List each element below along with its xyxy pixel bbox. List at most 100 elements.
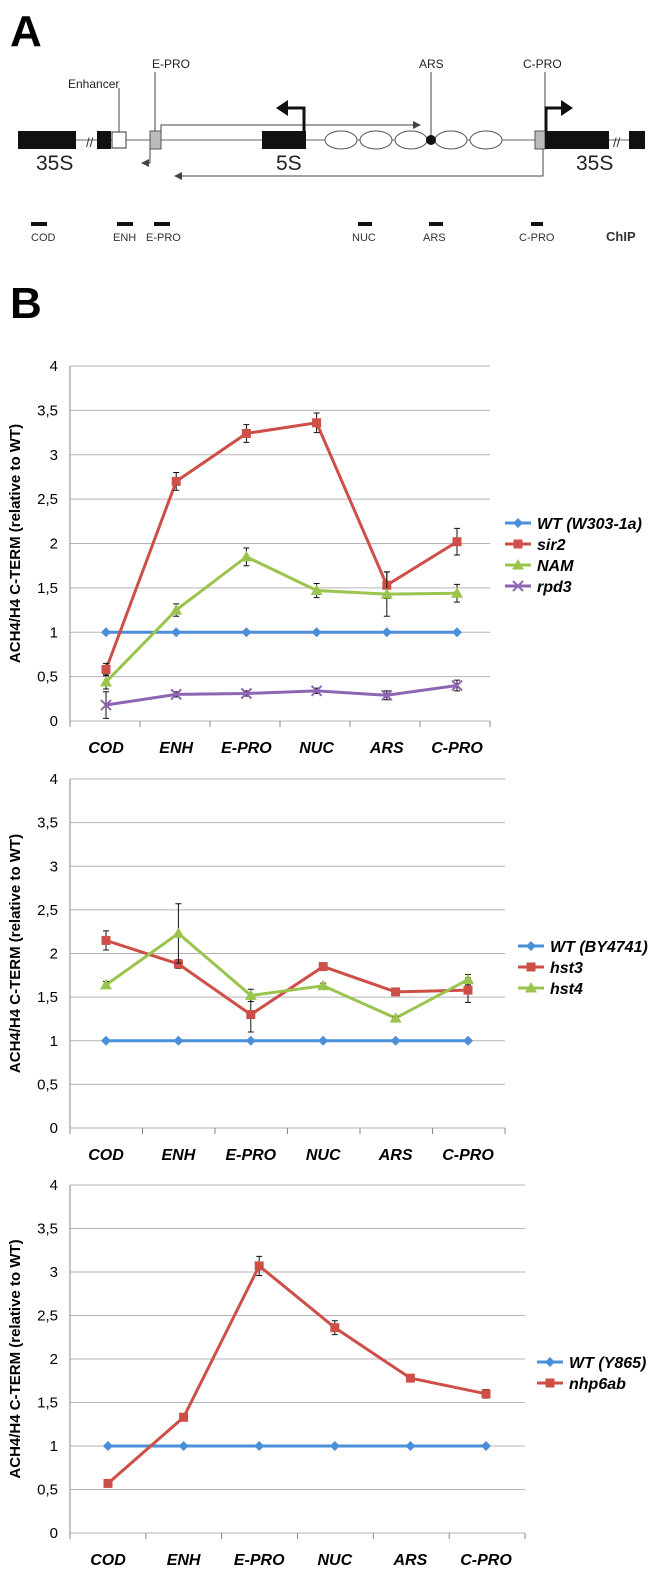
x-tick-label: ENH	[159, 740, 193, 757]
chip-bar-ars	[429, 222, 443, 226]
series-1	[101, 627, 462, 638]
data-point	[481, 1441, 491, 1451]
y-tick-label: 0	[50, 713, 58, 730]
legend-label: NAM	[537, 558, 574, 575]
series-3	[100, 547, 463, 690]
chart-3: 0 0,5 1 1,5 2 2,5 3 3,5 4 COD ENH E-PRO NUC ARS C-PRO A…	[7, 1177, 646, 1569]
data-point	[405, 1373, 415, 1383]
break-mark-left: //	[86, 135, 94, 150]
x-tick-label: C-PRO	[442, 1147, 494, 1164]
chip-regions: COD ENH E-PRO NUC ARS C-PRO ChIP	[31, 222, 636, 244]
data-point	[318, 1035, 329, 1046]
legend-marker	[512, 580, 524, 592]
y-tick-label: 1,5	[37, 580, 58, 597]
data-point	[240, 687, 253, 700]
data-point	[312, 418, 322, 428]
x-tick-label: NUC	[299, 740, 334, 757]
data-point	[254, 1261, 264, 1271]
data-point	[246, 1010, 256, 1020]
data-point	[452, 537, 462, 547]
line-charts: 0 0,5 1 1,5 2 2,5 3 3,5 4 COD ENH E-PRO NUC ARS C-PRO A…	[7, 358, 648, 1569]
x-tick-label: ARS	[393, 1552, 428, 1569]
c-pro-box	[534, 130, 546, 150]
data-point	[241, 428, 251, 438]
data-point	[405, 1441, 416, 1451]
panel-a-letter: A	[10, 7, 42, 56]
data-point	[101, 665, 111, 675]
y-tick-label: 4	[50, 1177, 58, 1194]
chip-label-c-pro: C-PRO	[519, 232, 555, 244]
ars-dot	[426, 135, 436, 145]
data-point	[389, 1012, 402, 1023]
legend-marker	[545, 1378, 555, 1388]
data-point	[329, 1441, 340, 1451]
data-point	[101, 627, 111, 638]
y-axis-label: ACH4/H4 C-TERM (relative to WT)	[7, 1239, 24, 1478]
e-pro-reverse-transcript	[141, 147, 151, 167]
y-tick-label: 0	[50, 1525, 58, 1542]
x-tick-label: E-PRO	[221, 740, 272, 757]
ars-label: ARS	[419, 57, 444, 71]
data-point	[240, 550, 253, 562]
gene-5s-block	[262, 131, 306, 149]
chart-1: 0 0,5 1 1,5 2 2,5 3 3,5 4 COD ENH E-PRO NUC ARS C-PRO A…	[7, 358, 642, 757]
legend-marker	[513, 539, 523, 549]
data-point	[170, 688, 182, 701]
data-point	[463, 985, 473, 995]
series-2	[103, 1255, 491, 1488]
data-point	[103, 1441, 113, 1451]
gene-35s-right-block	[545, 131, 609, 149]
legend-marker	[526, 962, 536, 972]
data-point	[101, 1035, 111, 1046]
series-4	[100, 679, 463, 719]
x-tick-label: NUC	[306, 1147, 341, 1164]
legend-label: WT (BY4741)	[550, 939, 648, 956]
data-point	[173, 959, 183, 969]
nucleosome-4	[434, 130, 468, 150]
legend-label: WT (Y865)	[569, 1355, 646, 1372]
series-line	[104, 421, 458, 671]
e-pro-box	[149, 130, 162, 150]
chip-label-ars: ARS	[423, 232, 446, 244]
y-tick-label: 2,5	[37, 902, 58, 919]
chip-bar-enh	[117, 222, 133, 226]
series-3	[100, 903, 474, 1023]
x-tick-label: C-PRO	[460, 1552, 512, 1569]
rdna-diagram: // 35S Enhancer E-PRO 5S ARS C-PRO	[18, 57, 645, 180]
y-tick-label: 3	[50, 1264, 58, 1281]
gene-35s-left-block	[18, 131, 76, 149]
y-tick-label: 3,5	[37, 815, 58, 832]
x-tick-label: ENH	[167, 1552, 201, 1569]
data-point	[171, 627, 182, 638]
data-point	[254, 1441, 265, 1451]
y-tick-label: 2	[50, 536, 58, 553]
x-tick-label: ENH	[162, 1147, 196, 1164]
chip-title: ChIP	[606, 229, 636, 244]
gene-35s-left-end	[97, 131, 111, 149]
y-tick-label: 1	[50, 1438, 58, 1455]
c-pro-label: C-PRO	[523, 57, 562, 71]
gene-35s-right-end	[629, 131, 645, 149]
legend-label: rpd3	[537, 579, 572, 596]
y-axis-label: ACH4/H4 C-TERM (relative to WT)	[7, 834, 24, 1073]
data-point	[173, 1035, 184, 1046]
x-tick-label: COD	[90, 1552, 126, 1569]
data-point	[179, 1412, 189, 1422]
data-point	[241, 627, 252, 638]
legend-label: sir2	[537, 537, 566, 554]
chip-bar-nuc	[358, 222, 372, 226]
legend-marker	[525, 982, 537, 993]
c-pro-transcript	[174, 149, 544, 180]
nucleosome-2	[359, 130, 393, 150]
gene-35s-arrowhead	[561, 100, 573, 116]
series-line	[104, 555, 458, 683]
enhancer-label: Enhancer	[68, 77, 119, 91]
data-point	[391, 987, 401, 997]
data-point	[100, 675, 112, 687]
y-tick-label: 0,5	[37, 1482, 58, 1499]
gene-5s-promoter-arrow	[286, 106, 306, 131]
gene-5s-arrowhead	[276, 100, 288, 116]
chip-bar-c-pro	[531, 222, 543, 226]
data-point	[317, 979, 330, 991]
